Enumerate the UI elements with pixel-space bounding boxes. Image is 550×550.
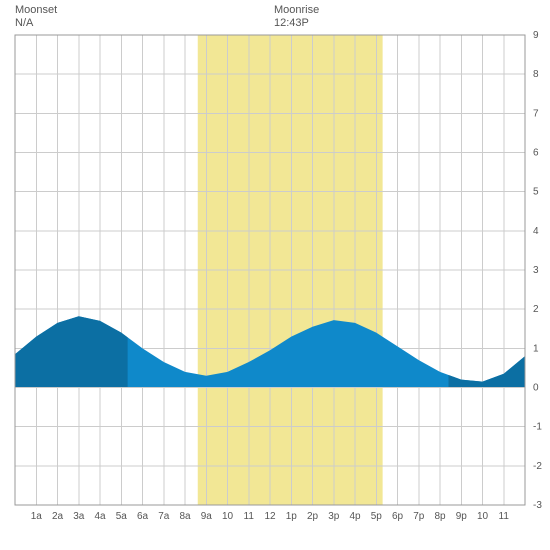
x-tick-label: 2a — [52, 511, 64, 522]
x-tick-label: 3p — [328, 511, 340, 522]
x-tick-label: 6a — [137, 511, 149, 522]
x-tick-label: 6p — [392, 511, 404, 522]
tide-chart: Moonset N/A Moonrise 12:43P 1a2a3a4a5a6a… — [0, 0, 550, 550]
x-tick-label: 1a — [31, 511, 43, 522]
x-tick-label: 8a — [179, 511, 191, 522]
chart-svg: 1a2a3a4a5a6a7a8a9a1011121p2p3p4p5p6p7p8p… — [0, 0, 550, 550]
moonset-value: N/A — [15, 17, 57, 30]
x-tick-label: 4p — [349, 511, 361, 522]
y-tick-label: 3 — [533, 265, 539, 276]
x-tick-label: 5a — [116, 511, 128, 522]
x-tick-label: 7p — [413, 511, 425, 522]
x-tick-label: 11 — [499, 511, 510, 522]
y-tick-label: -2 — [533, 461, 542, 472]
moonrise-block: Moonrise 12:43P — [274, 4, 319, 30]
x-tick-label: 9p — [456, 511, 468, 522]
x-tick-label: 5p — [371, 511, 383, 522]
moonrise-value: 12:43P — [274, 17, 319, 30]
y-tick-label: 1 — [533, 343, 539, 354]
x-tick-label: 3a — [73, 511, 85, 522]
y-tick-label: -1 — [533, 422, 542, 433]
x-tick-label: 7a — [158, 511, 170, 522]
x-tick-label: 8p — [434, 511, 446, 522]
x-tick-label: 2p — [307, 511, 319, 522]
y-tick-label: 2 — [533, 304, 539, 315]
y-tick-label: 7 — [533, 108, 539, 119]
y-tick-label: 0 — [533, 383, 539, 394]
moonrise-label: Moonrise — [274, 4, 319, 17]
y-tick-label: -3 — [533, 500, 542, 511]
x-tick-label: 9a — [201, 511, 213, 522]
y-tick-label: 8 — [533, 69, 539, 80]
x-tick-label: 11 — [244, 511, 255, 522]
y-tick-label: 6 — [533, 148, 539, 159]
moonset-block: Moonset N/A — [15, 4, 57, 30]
x-tick-label: 1p — [286, 511, 298, 522]
moonset-label: Moonset — [15, 4, 57, 17]
y-tick-label: 4 — [533, 226, 539, 237]
x-tick-label: 10 — [477, 511, 489, 522]
x-tick-label: 4a — [94, 511, 106, 522]
x-tick-label: 10 — [222, 511, 234, 522]
y-tick-label: 5 — [533, 187, 539, 198]
y-tick-label: 9 — [533, 30, 539, 41]
x-tick-label: 12 — [264, 511, 276, 522]
